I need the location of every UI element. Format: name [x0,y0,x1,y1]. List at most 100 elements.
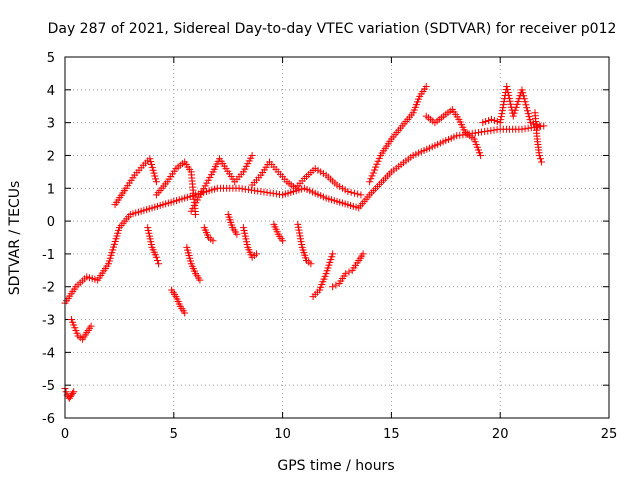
x-tick-label: 25 [601,427,618,442]
data-point-marker [147,160,155,168]
data-point-marker [350,189,358,197]
x-tick-label: 20 [492,427,509,442]
data-point-marker [233,230,241,238]
data-point-marker [369,169,377,177]
data-point-marker [297,238,305,246]
y-tick-label: 4 [47,84,55,99]
data-point-marker [536,155,544,163]
data-point-marker [307,260,315,268]
data-point-marker [248,151,256,159]
data-point-marker [69,389,77,397]
data-point-marker [519,89,527,97]
data-point-marker [512,103,520,111]
data-point-marker [357,191,365,199]
data-point-marker [329,283,337,291]
y-tick-label: 0 [47,215,55,230]
y-tick-label: -5 [42,379,55,394]
data-point-marker [497,113,505,121]
data-point-marker [354,190,362,198]
data-point-marker [151,172,159,180]
data-point-marker [367,175,375,183]
y-tick-label: -4 [42,346,55,361]
data-point-marker [181,309,189,317]
data-point-marker [526,116,534,124]
data-point-marker [62,388,70,396]
data-point-marker [514,97,522,105]
data-points [61,83,548,402]
data-point-marker [152,178,160,186]
data-point-marker [192,211,200,219]
data-point-marker [368,172,376,180]
x-axis-label: GPS time / hours [277,458,394,474]
data-point-marker [523,107,531,115]
data-point-marker [252,250,260,258]
y-tick-label: 1 [47,182,55,197]
data-point-marker [70,388,78,396]
data-point-marker [535,151,543,159]
data-point-marker [146,155,154,163]
data-point-marker [149,166,157,174]
data-point-marker [279,237,287,245]
data-point-marker [497,116,505,124]
y-axis-label: SDTVAR / TECUs [7,181,23,296]
data-point-marker [523,104,531,112]
data-point-marker [487,115,495,123]
x-tick-label: 5 [170,427,178,442]
data-point-marker [294,223,302,231]
data-point-marker [294,220,302,228]
data-point-marker [295,229,303,237]
data-point-marker [518,86,526,94]
data-point-marker [490,116,498,124]
data-point-marker [372,163,380,171]
data-point-marker [527,119,535,127]
data-point-marker [147,158,155,166]
data-point-marker [506,97,514,105]
y-tick-label: 5 [47,51,55,66]
data-point-marker [295,226,303,234]
data-point-marker [347,188,355,196]
data-point-marker [499,101,507,109]
data-point-marker [505,94,513,102]
data-point-marker [479,119,487,127]
data-point-marker [505,91,513,99]
data-point-marker [535,122,543,130]
data-point-marker [538,158,546,166]
data-point-marker [209,237,217,245]
data-point-marker [500,98,508,106]
data-point-marker [477,151,485,159]
data-point-marker [196,276,204,284]
data-point-marker [498,110,506,118]
data-point-marker [296,232,304,240]
data-point-marker [510,109,518,117]
data-point-marker [87,322,95,330]
data-point-marker [153,256,161,264]
data-point-marker [503,85,511,93]
y-tick-label: 3 [47,117,55,132]
data-point-marker [344,188,352,196]
data-point-marker [345,268,353,276]
data-point-marker [342,270,350,278]
y-tick-label: -2 [42,281,55,296]
plot-frame [64,56,610,419]
data-point-marker [498,107,506,115]
y-tick-label: -6 [42,412,55,427]
data-point-marker [148,163,156,171]
data-point-marker [374,157,382,165]
data-point-marker [150,169,158,177]
data-point-marker [511,106,519,114]
data-point-marker [359,250,367,258]
data-point-marker [297,235,305,243]
data-point-marker [525,113,533,121]
data-point-marker [504,88,512,96]
data-point-marker [524,110,532,118]
data-point-marker [499,104,507,112]
chart-title: Day 287 of 2021, Sidereal Day-to-day VTE… [48,21,617,37]
data-point-marker [496,119,504,127]
y-tick-label: -1 [42,248,55,263]
data-point-marker [520,92,528,100]
data-point-marker [503,83,511,91]
data-point-marker [520,95,528,103]
data-point-marker [375,154,383,162]
x-tick-label: 15 [383,427,400,442]
